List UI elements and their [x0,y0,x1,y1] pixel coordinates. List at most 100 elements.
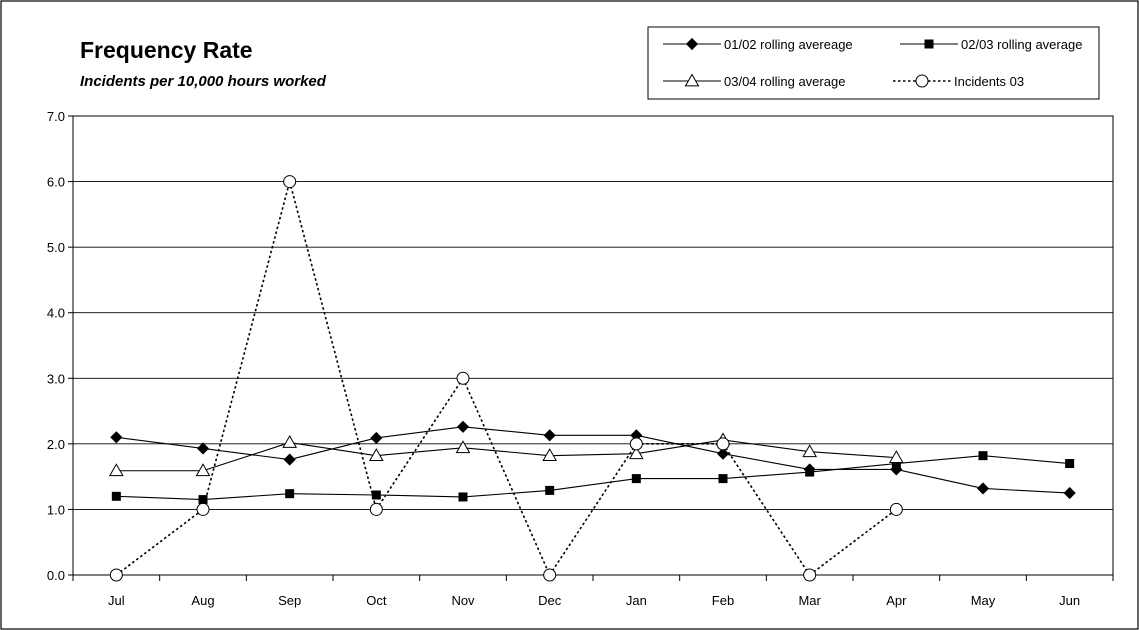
data-point [628,446,644,460]
series-line-segment [722,471,810,480]
series-line-segment [376,426,464,439]
series-1 [111,451,1075,505]
x-tick-label: Apr [886,593,907,608]
x-tick-label: May [971,593,996,608]
series-line-segment [549,453,637,457]
y-tick-label: 3.0 [47,371,65,386]
data-point [285,489,295,499]
series-line-segment [896,468,984,489]
data-point [456,371,470,385]
series-line-segment [548,443,638,576]
legend-entries: 01/02 rolling avereage 02/03 rolling aver… [663,37,1082,89]
series-line-segment [116,495,204,501]
data-point [802,444,818,458]
chart-title: Frequency Rate [80,37,253,63]
data-point [455,440,471,454]
x-tick-label: Aug [191,593,214,608]
data-point [283,453,296,466]
series-line-segment [116,436,204,449]
y-tick-label: 0.0 [47,568,65,583]
series-line-segment [896,455,984,465]
data-point [110,431,123,444]
data-point [543,429,556,442]
x-tick-label: Jun [1059,593,1080,608]
legend-marker [924,39,934,49]
data-point [196,502,210,516]
data-point [889,502,903,516]
legend-label: 03/04 rolling average [724,74,845,89]
y-tick-label: 4.0 [47,306,65,321]
y-tick-label: 2.0 [47,437,65,452]
data-point [368,448,384,462]
series-line-segment [636,434,724,455]
y-tick-label: 1.0 [47,502,65,517]
series-line-segment [288,181,378,510]
legend-marker [684,73,700,87]
data-point [282,435,298,448]
series-line-segment [202,442,290,472]
gridlines [73,181,1113,510]
series-line-segment [722,453,810,470]
legend-label: 01/02 rolling avereage [724,37,853,52]
data-point [283,175,297,189]
y-tick-label: 7.0 [47,109,65,124]
series-line-segment [722,439,810,453]
series-line-segment [722,443,811,576]
data-point [108,463,124,477]
series-line-segment [202,447,290,461]
data-point [369,502,383,516]
series-line-segment [202,181,291,510]
series-line-segment [376,494,464,498]
y-axis: 0.0 1.0 2.0 3.0 4.0 5.0 6.0 7.0 [47,109,73,583]
data-point [458,492,468,502]
legend-label: Incidents 03 [954,74,1024,89]
series-line-segment [375,377,464,510]
legend-box [647,26,1100,100]
series-3 [109,175,903,582]
y-tick-label: 6.0 [47,175,65,190]
legend-marker [685,37,699,51]
x-tick-label: Dec [538,593,562,608]
x-tick-label: Nov [451,593,475,608]
data-point [543,568,557,582]
data-point [805,467,815,477]
data-point [888,450,904,464]
legend-marker [915,74,929,88]
chart-subtitle: Incidents per 10,000 hours worked [80,73,327,90]
series-line-segment [462,426,550,436]
data-point [456,420,470,433]
data-point [978,451,988,461]
data-point [718,474,728,484]
series-line-segment [462,447,550,457]
data-point [111,491,121,501]
series-line-segment [462,489,550,498]
series-line-segment [982,487,1070,494]
data-point [891,459,901,469]
series-group [108,175,1076,582]
data-point [371,490,381,500]
data-point [196,442,210,455]
data-point [716,437,730,451]
series-0 [110,420,1076,500]
series-line-segment [809,508,897,576]
series-line-segment [202,493,290,501]
x-axis: Jul Aug Sep Oct Nov Dec Jan Feb Mar Apr May Jun [72,575,1114,608]
series-line-segment [462,377,551,576]
data-point [629,437,643,451]
x-tick-label: Sep [278,593,301,608]
series-line-segment [982,455,1070,465]
data-point [545,485,555,495]
series-line-segment [289,493,377,496]
series-line-segment [636,439,724,455]
series-line-segment [809,451,897,459]
data-point [370,431,383,445]
data-point [631,474,641,484]
series-2 [108,432,904,477]
data-point [195,463,211,477]
data-point [542,448,558,462]
series-line-segment [549,478,637,491]
data-point [1063,486,1076,500]
series-line-segment [115,508,204,576]
data-point [803,568,817,582]
y-tick-label: 5.0 [47,240,65,255]
